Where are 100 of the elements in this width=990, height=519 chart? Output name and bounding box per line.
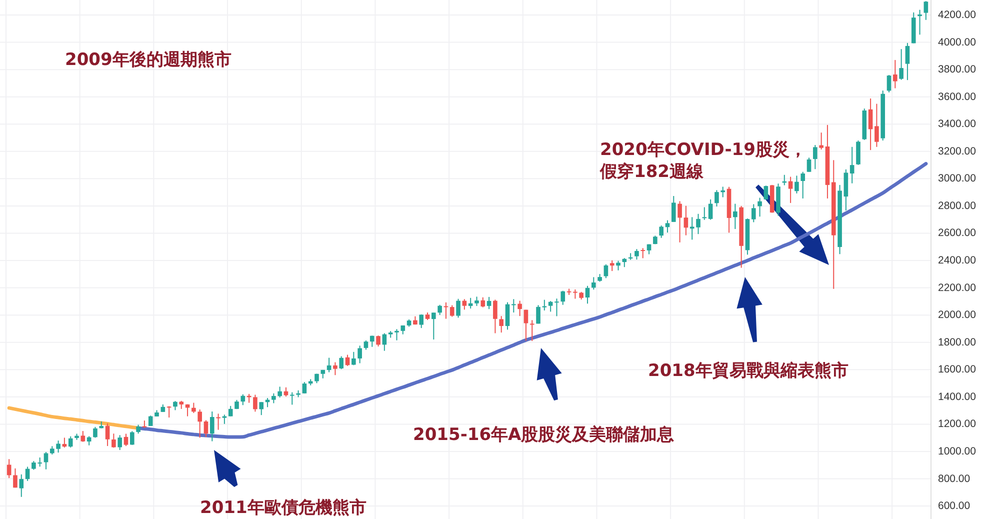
candlestick (856, 140, 860, 166)
candlestick (530, 320, 534, 342)
candlestick (419, 314, 424, 329)
candlestick (210, 411, 214, 442)
candlestick (665, 220, 670, 234)
candlestick (370, 335, 374, 348)
y-tick-label: 3000.00 (938, 172, 976, 185)
y-tick-label: 1000.00 (938, 445, 976, 458)
candlestick (499, 316, 504, 334)
candlestick (438, 304, 442, 316)
y-tick-label: 600.00 (938, 500, 970, 512)
candlestick (702, 206, 707, 220)
candlestick (68, 436, 73, 448)
y-tick-label: 3200.00 (938, 145, 976, 158)
y-tick-label: 3400.00 (938, 118, 976, 130)
candlestick (326, 357, 332, 373)
candlestick (130, 430, 134, 446)
candlestick (112, 433, 116, 448)
candlestick (714, 190, 719, 208)
y-tick-label: 1600.00 (938, 364, 976, 376)
text: 2009年後的週期熊市 (65, 50, 232, 70)
candlestick (819, 132, 824, 150)
candlestick (222, 414, 227, 424)
candlestick (751, 204, 756, 223)
candlestick (124, 433, 128, 447)
candlestick (364, 340, 368, 350)
candlestick (198, 408, 202, 438)
candlestick (352, 351, 356, 366)
candlestick (105, 422, 110, 447)
candlestick (640, 248, 646, 259)
candlestick (173, 400, 178, 411)
candlestick (733, 203, 738, 230)
candlestick (394, 328, 399, 341)
candlestick (542, 299, 547, 311)
candlestick (228, 405, 233, 417)
candlestick (788, 176, 793, 204)
candlestick (905, 42, 910, 81)
candlestick (585, 285, 590, 304)
candlestick (284, 386, 288, 398)
candlestick (474, 296, 479, 306)
candlestick (486, 296, 492, 310)
candlestick (616, 260, 620, 271)
y-tick-label: 3600.00 (938, 90, 976, 103)
candlestick (659, 224, 664, 238)
y-tick-label: 2200.00 (938, 282, 976, 294)
candlestick (192, 402, 196, 414)
candlestick (874, 103, 879, 148)
y-tick-label: 1200.00 (938, 418, 976, 430)
candlestick (548, 300, 553, 312)
candlestick (432, 312, 436, 340)
candlestick (345, 354, 350, 366)
candlestick (899, 48, 904, 80)
annotation: 2011年歐債危機熊市 (200, 498, 366, 518)
candlestick (604, 264, 608, 279)
candlestick (240, 394, 246, 406)
candlestick (302, 382, 307, 394)
candlestick (800, 171, 806, 199)
candlestick (358, 345, 362, 364)
candlestick (44, 452, 48, 470)
candlestick (462, 298, 467, 310)
candlestick (671, 196, 676, 222)
y-tick-label: 3800.00 (938, 64, 976, 76)
y-tick-label: 2400.00 (938, 254, 976, 267)
candlestick (918, 9, 922, 36)
candlestick (708, 198, 713, 220)
y-tick-label: 800.00 (938, 472, 970, 485)
annotation: 假穿182週線 (599, 162, 704, 182)
candlestick (13, 468, 18, 488)
candlestick (450, 304, 454, 318)
candlestick (480, 296, 486, 308)
candlestick (148, 415, 153, 426)
candlestick (764, 185, 768, 200)
annotation: 2015-16年A股股災及美聯儲加息 (413, 425, 674, 445)
candlestick (806, 157, 812, 172)
candlestick (493, 299, 498, 334)
candlestick (290, 392, 294, 406)
candlestick (253, 394, 258, 412)
y-tick-label: 1800.00 (938, 336, 976, 348)
candlestick (166, 406, 172, 418)
candlestick (560, 290, 566, 306)
candlestick (893, 60, 898, 89)
candlestick (25, 466, 30, 482)
candlestick (259, 401, 264, 416)
y-tick-label: 2600.00 (938, 227, 976, 240)
candlestick (216, 413, 220, 430)
annotation: 2018年貿易戰與縮表熊市 (648, 361, 848, 381)
candlestick (610, 260, 614, 272)
candlestick (333, 362, 338, 376)
candlestick (924, 0, 928, 20)
candlestick (844, 168, 848, 211)
y-tick-label: 2800.00 (938, 200, 976, 212)
candlestick (505, 302, 510, 330)
candlestick (93, 426, 98, 438)
candlestick (684, 205, 688, 236)
y-tick-label: 2000.00 (938, 309, 976, 322)
y-tick-label: 1400.00 (938, 390, 976, 403)
candlestick (142, 420, 147, 428)
candlestick (314, 373, 319, 384)
candlestick (278, 386, 282, 398)
candlestick (634, 248, 639, 260)
